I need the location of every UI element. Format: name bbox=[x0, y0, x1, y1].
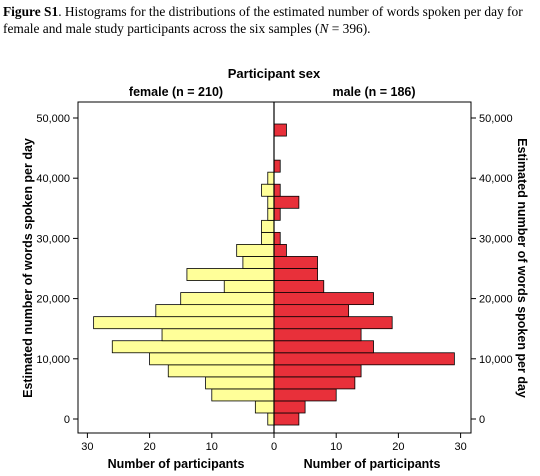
y-tick-label-left-40000: 40,000 bbox=[36, 173, 70, 185]
y-tick-label-right-30000: 30,000 bbox=[479, 233, 513, 245]
bar-female-20000 bbox=[180, 292, 275, 306]
bar-female-28000 bbox=[236, 244, 275, 257]
x-tick-label-female-30: 30 bbox=[81, 441, 93, 453]
bar-male-28000 bbox=[273, 244, 287, 257]
caption-n-text: = 396). bbox=[328, 21, 371, 36]
y-axis-label-right: Estimated number of words spoken per day bbox=[515, 138, 529, 398]
bar-female-40000 bbox=[267, 171, 275, 185]
x-tick-label-center-0: 0 bbox=[271, 441, 277, 453]
x-tick-label-female-10: 10 bbox=[206, 441, 218, 453]
ticks-group: 0 0 10,000 10,000 20,000 20,000 30,000 30,000 40… bbox=[36, 113, 512, 453]
bar-male-20000 bbox=[273, 292, 374, 306]
y-tick-label-left-0: 0 bbox=[64, 414, 70, 426]
x-tick-label-male-10: 10 bbox=[330, 441, 342, 453]
caption-text: . Histograms for the distributions of th… bbox=[3, 4, 523, 36]
bar-female-38000 bbox=[261, 183, 275, 197]
bar-male-16000 bbox=[273, 316, 393, 330]
x-axis-label-right: Number of participants bbox=[304, 457, 441, 471]
y-tick-label-left-10000: 10,000 bbox=[36, 354, 70, 366]
bar-male-26000 bbox=[273, 256, 318, 269]
y-tick-label-right-0: 0 bbox=[479, 414, 485, 426]
bar-female-18000 bbox=[155, 304, 275, 318]
bar-male-22000 bbox=[273, 280, 325, 293]
bar-male-42000 bbox=[273, 159, 281, 173]
bar-male-48000 bbox=[273, 123, 287, 137]
bar-female-12000 bbox=[111, 340, 275, 354]
bars-group bbox=[93, 123, 455, 426]
y-tick-label-right-50000: 50,000 bbox=[479, 113, 513, 125]
x-tick-label-male-20: 20 bbox=[392, 441, 404, 453]
bar-female-32000 bbox=[261, 219, 275, 233]
bar-male-6000 bbox=[273, 376, 356, 390]
bar-male-10000 bbox=[273, 352, 455, 366]
y-tick-label-right-20000: 20,000 bbox=[479, 294, 513, 306]
bar-female-0 bbox=[267, 412, 275, 426]
bar-male-2000 bbox=[273, 400, 306, 414]
bar-female-16000 bbox=[93, 316, 275, 330]
y-tick-label-left-20000: 20,000 bbox=[36, 294, 70, 306]
bar-female-10000 bbox=[149, 352, 275, 366]
y-tick-label-right-10000: 10,000 bbox=[479, 354, 513, 366]
figure-label: Figure S1 bbox=[3, 4, 59, 19]
bar-female-8000 bbox=[167, 364, 275, 378]
y-tick-label-left-30000: 30,000 bbox=[36, 233, 70, 245]
chart-title: Participant sex bbox=[228, 66, 321, 81]
bar-male-12000 bbox=[273, 340, 374, 354]
bar-male-18000 bbox=[273, 304, 350, 318]
bar-male-4000 bbox=[273, 388, 337, 402]
y-tick-label-left-50000: 50,000 bbox=[36, 113, 70, 125]
bar-male-30000 bbox=[273, 231, 281, 245]
bar-male-38000 bbox=[273, 183, 281, 197]
bar-female-6000 bbox=[205, 376, 275, 390]
bar-female-36000 bbox=[267, 195, 275, 209]
bar-female-24000 bbox=[186, 268, 275, 281]
bar-male-14000 bbox=[273, 328, 362, 342]
bar-male-0 bbox=[273, 412, 300, 426]
y-axis-label-left: Estimated number of words spoken per day bbox=[21, 138, 35, 398]
x-axis-label-left: Number of participants bbox=[108, 457, 245, 471]
bar-male-34000 bbox=[273, 207, 281, 221]
bar-female-14000 bbox=[161, 328, 275, 342]
bar-female-26000 bbox=[242, 256, 275, 269]
panel-label-male: male (n = 186) bbox=[332, 85, 415, 99]
caption-n-symbol: N bbox=[319, 21, 329, 36]
bar-female-4000 bbox=[211, 388, 275, 402]
bar-female-22000 bbox=[223, 280, 275, 293]
bar-male-24000 bbox=[273, 268, 318, 281]
bar-female-30000 bbox=[261, 231, 275, 245]
panel-label-female: female (n = 210) bbox=[129, 85, 223, 99]
x-tick-label-male-30: 30 bbox=[454, 441, 466, 453]
bar-female-2000 bbox=[254, 400, 275, 414]
bar-male-36000 bbox=[273, 195, 300, 209]
y-tick-label-right-40000: 40,000 bbox=[479, 173, 513, 185]
x-tick-label-female-20: 20 bbox=[143, 441, 155, 453]
figure-caption: Figure S1. Histograms for the distributi… bbox=[3, 3, 539, 37]
bar-male-8000 bbox=[273, 364, 362, 378]
bar-female-34000 bbox=[267, 207, 275, 221]
